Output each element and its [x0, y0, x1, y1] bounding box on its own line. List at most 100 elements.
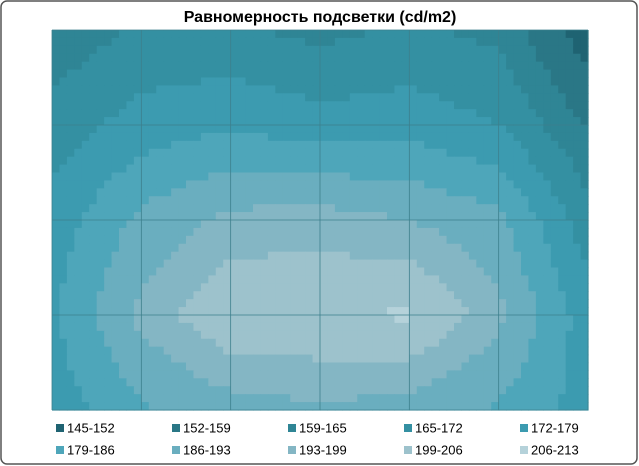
- contour-cell: [126, 132, 135, 142]
- contour-cell: [454, 235, 463, 245]
- contour-cell: [580, 148, 589, 158]
- contour-cell: [230, 291, 239, 300]
- contour-cell: [439, 243, 448, 253]
- contour-cell: [89, 93, 98, 102]
- contour-cell: [238, 307, 247, 316]
- contour-cell: [379, 85, 388, 94]
- contour-cell: [89, 402, 98, 411]
- contour-cell: [334, 291, 343, 300]
- contour-cell: [96, 362, 105, 372]
- contour-cell: [312, 196, 321, 205]
- contour-cell: [543, 307, 552, 316]
- contour-cell: [148, 30, 157, 39]
- contour-cell: [245, 132, 254, 142]
- contour-cell: [506, 140, 515, 150]
- contour-cell: [245, 362, 254, 372]
- contour-cell: [245, 37, 254, 47]
- contour-cell: [81, 45, 90, 55]
- contour-cell: [200, 243, 209, 253]
- contour-cell: [200, 77, 209, 87]
- contour-cell: [468, 45, 477, 55]
- contour-cell: [245, 330, 254, 340]
- contour-cell: [52, 267, 61, 277]
- contour-cell: [364, 259, 373, 269]
- contour-cell: [372, 386, 381, 395]
- contour-cell: [439, 93, 448, 102]
- legend-label: 172-179: [531, 420, 579, 435]
- contour-cell: [483, 30, 492, 39]
- contour-cell: [498, 37, 507, 47]
- contour-cell: [215, 402, 224, 411]
- contour-cell: [89, 156, 98, 166]
- contour-cell: [409, 212, 418, 221]
- legend-label: 145-152: [67, 420, 115, 435]
- contour-cell: [66, 370, 75, 379]
- contour-cell: [461, 37, 470, 47]
- contour-cell: [253, 172, 262, 182]
- contour-cell: [498, 93, 507, 102]
- contour-cell: [312, 101, 321, 110]
- contour-cell: [260, 370, 269, 379]
- contour-cell: [550, 220, 559, 229]
- contour-cell: [52, 93, 61, 102]
- contour-cell: [349, 362, 358, 372]
- contour-cell: [424, 188, 433, 197]
- contour-cell: [208, 204, 217, 213]
- contour-cell: [267, 85, 276, 94]
- contour-cell: [141, 132, 150, 142]
- contour-cell: [446, 370, 455, 379]
- contour-cell: [543, 354, 552, 364]
- contour-cell: [193, 132, 202, 142]
- contour-cell: [416, 291, 425, 300]
- contour-cell: [573, 196, 582, 205]
- contour-cell: [305, 117, 314, 126]
- contour-cell: [372, 45, 381, 55]
- contour-cell: [171, 156, 180, 166]
- contour-cell: [580, 45, 589, 55]
- contour-cell: [513, 93, 522, 102]
- contour-cell: [334, 394, 343, 403]
- contour-cell: [74, 386, 83, 395]
- contour-cell: [535, 69, 544, 79]
- contour-cell: [498, 164, 507, 174]
- contour-cell: [282, 30, 291, 39]
- contour-cell: [238, 275, 247, 284]
- contour-cell: [506, 204, 515, 213]
- contour-cell: [96, 180, 105, 189]
- contour-cell: [163, 259, 172, 269]
- contour-cell: [521, 204, 530, 213]
- contour-cell: [513, 140, 522, 150]
- contour-cell: [59, 125, 68, 134]
- contour-cell: [468, 283, 477, 292]
- contour-cell: [372, 37, 381, 47]
- contour-cell: [349, 315, 358, 324]
- contour-cell: [305, 370, 314, 379]
- contour-cell: [543, 275, 552, 284]
- contour-cell: [439, 69, 448, 79]
- contour-cell: [230, 307, 239, 316]
- contour-cell: [342, 346, 351, 356]
- contour-cell: [342, 220, 351, 229]
- contour-cell: [133, 148, 142, 158]
- contour-cell: [387, 61, 396, 71]
- contour-cell: [528, 77, 537, 87]
- contour-cell: [483, 370, 492, 379]
- contour-cell: [119, 53, 128, 63]
- contour-cell: [297, 164, 306, 174]
- contour-cell: [275, 267, 284, 277]
- contour-cell: [334, 346, 343, 356]
- contour-cell: [171, 330, 180, 340]
- contour-cell: [543, 362, 552, 372]
- contour-cell: [349, 37, 358, 47]
- contour-cell: [543, 370, 552, 379]
- contour-cell: [245, 148, 254, 158]
- contour-cell: [81, 259, 90, 269]
- contour-cell: [468, 212, 477, 221]
- contour-cell: [513, 362, 522, 372]
- contour-cell: [454, 227, 463, 237]
- contour-cell: [394, 85, 403, 94]
- contour-cell: [267, 132, 276, 142]
- contour-cell: [267, 394, 276, 403]
- contour-cell: [119, 402, 128, 411]
- contour-cell: [119, 164, 128, 174]
